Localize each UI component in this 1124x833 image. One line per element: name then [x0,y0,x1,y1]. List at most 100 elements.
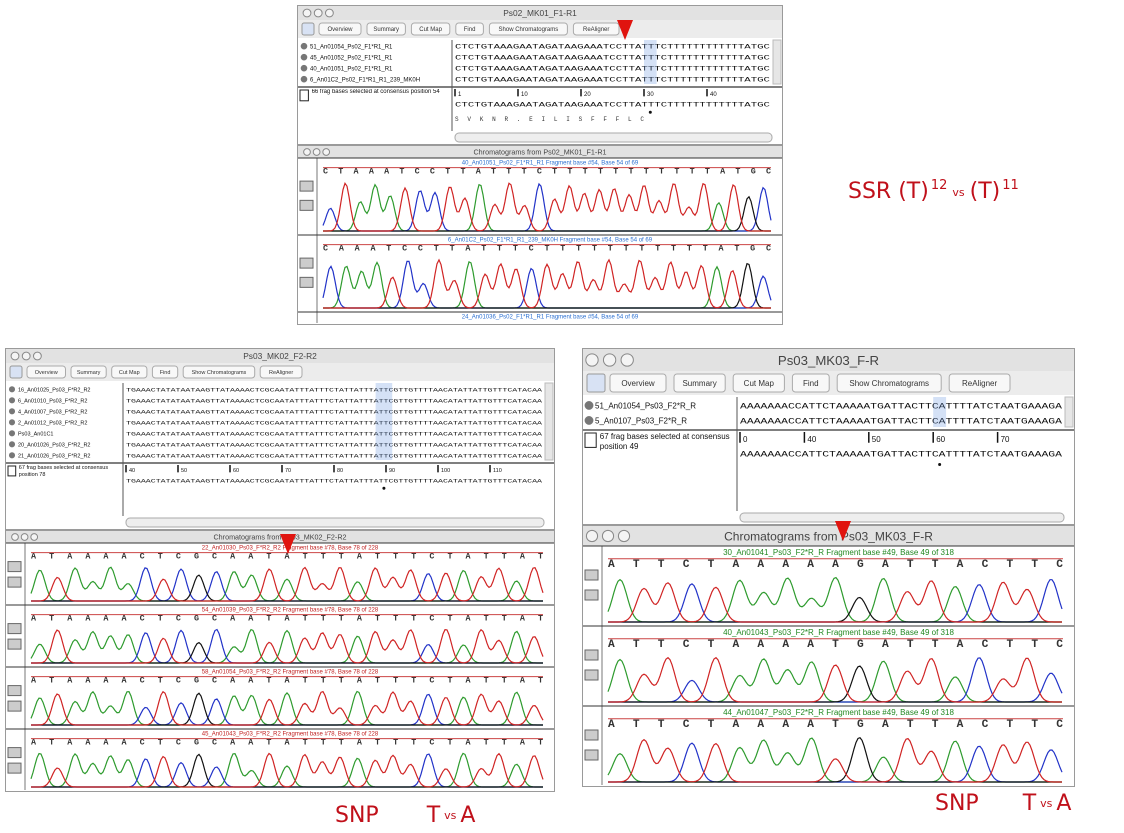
window-title: Ps03_MK03_F-R [778,353,879,368]
toolbar-button-label[interactable]: ReAligner [962,379,997,388]
base-calls: ATAAAACTCGCAATATTTATTTCTATTAT [31,614,543,624]
toolbar-button-label[interactable]: Find [464,27,476,33]
trace-control [584,569,599,581]
toolbar-button-label[interactable]: Cut Map [419,27,442,33]
toolbar-button[interactable] [455,22,484,36]
read-icon [584,401,594,410]
toolbar-button-label[interactable]: ReAligner [269,370,293,376]
annotation-text: A [1056,791,1071,816]
toolbar-button-label[interactable]: Show Chromatograms [192,370,247,376]
window-button [322,148,331,156]
toolbar-button[interactable] [259,365,303,379]
window-button [20,533,29,541]
toolbar-button-label[interactable]: Show Chromatograms [849,379,929,388]
position-marker [382,486,386,490]
toolbar-button-label[interactable]: Show Chromatograms [499,27,559,33]
trace-curve [30,628,543,664]
trace-label: 30_An01041_Ps03_F2*R_R Fragment base #49… [723,548,954,557]
read-icon [300,75,308,83]
read-name: 16_An01025_Ps03_F*R2_R2 [18,387,90,393]
ruler-label: 10 [521,92,528,98]
window-title: Chromatograms from Ps03_MK02_F2-R2 [213,533,346,542]
read-sequence: AAAAAAACCATTCTAAAAATGATTACTTCATTTTATCTAA… [740,402,1062,411]
trace-curve [323,258,771,309]
annotation-text: T [426,803,441,828]
trace-control [299,276,314,288]
toolbar-button-label[interactable]: Find [803,379,819,388]
translation: S V K N R . E I L I S F F F L C [455,116,644,123]
toolbar-button[interactable] [836,373,942,393]
annotation-vs: vs [444,809,457,822]
trace-control [7,638,22,650]
toolbar-button[interactable] [572,22,620,36]
toolbar-button[interactable] [318,22,362,36]
add-button [586,373,606,393]
status-text: 67 frag bases selected at consensus posi… [599,432,730,451]
toolbar-button-label[interactable]: Find [160,370,171,376]
toolbar-button[interactable] [732,373,785,393]
window-button [32,351,42,361]
consensus-sequence: CTCTGTAAAGAATAGATAAGAAATCCTTATTTCTTTTTTT… [455,101,771,108]
doc-icon [584,432,597,448]
trace-control [584,589,599,601]
ruler-label: 110 [493,468,502,474]
toolbar-button[interactable] [111,365,148,379]
trace-control [7,576,22,588]
toolbar-button[interactable] [70,365,107,379]
annotation-text: SNP [335,803,379,828]
window-button [585,529,599,543]
toolbar-button-label[interactable]: ReAligner [583,27,609,33]
toolbar-button[interactable] [26,365,66,379]
toolbar-button[interactable] [151,365,179,379]
scrollbar [1064,396,1074,428]
toolbar-button-label[interactable]: Summary [77,370,101,376]
read-sequence: TGAAACTATATAATAAGTTATAAAACTCGCAATATTTATT… [126,452,543,459]
window-button [312,148,321,156]
status-text: 67 frag bases selected at consensus posi… [18,465,109,478]
toolbar-button-label[interactable]: Summary [682,379,716,388]
toolbar-button-label[interactable]: Overview [35,370,58,376]
toolbar-button-label[interactable]: Overview [621,379,655,388]
toolbar-button[interactable] [673,373,726,393]
status-box: 66 frag bases selected at consensus posi… [312,89,440,95]
trace-curve [323,195,771,232]
toolbar-button[interactable] [366,22,406,36]
trace-curve [31,690,544,726]
toolbar-button[interactable] [948,373,1011,393]
toolbar-button[interactable] [609,373,667,393]
toolbar-button-label[interactable]: Overview [327,27,353,33]
scrollbar [544,382,554,461]
h-scrollbar [454,132,773,143]
window-button [585,353,599,367]
trace-curve [323,181,771,232]
toolbar-button[interactable] [410,22,451,36]
ruler-label: 70 [285,468,291,474]
read-sequence: TGAAACTATATAATAAGTTATAAAACTCGCAATATTTATT… [126,441,543,448]
read-name: 51_An01054_Ps02_F1*R1_R1 [310,44,393,50]
trace-curve [31,566,544,602]
trace-curve [323,262,771,309]
toolbar-button-label[interactable]: Summary [373,27,399,33]
trace-control [7,700,22,712]
toolbar-button[interactable] [791,373,830,393]
title-bar [6,531,554,543]
trace-control [299,199,314,211]
trace-control [7,561,22,573]
toolbar-button-label[interactable]: Cut Map [744,379,775,388]
toolbar-button[interactable] [182,365,256,379]
window-button [30,533,39,541]
read-icon [8,419,16,426]
annotation: SSR (T) 12 vs (T) 11 [848,178,1019,204]
read-icon [300,42,308,50]
window-frame [582,525,1075,787]
window-button [302,8,312,18]
title-bar [583,526,1074,546]
trace-curve [30,566,543,602]
toolbar-button[interactable] [488,22,568,36]
trace-control [584,729,599,741]
toolbar-button-label[interactable]: Cut Map [119,370,140,376]
ruler-label: 40 [710,92,717,98]
ruler-label: 100 [441,468,450,474]
read-name: Ps03_An01C1 [18,431,53,437]
